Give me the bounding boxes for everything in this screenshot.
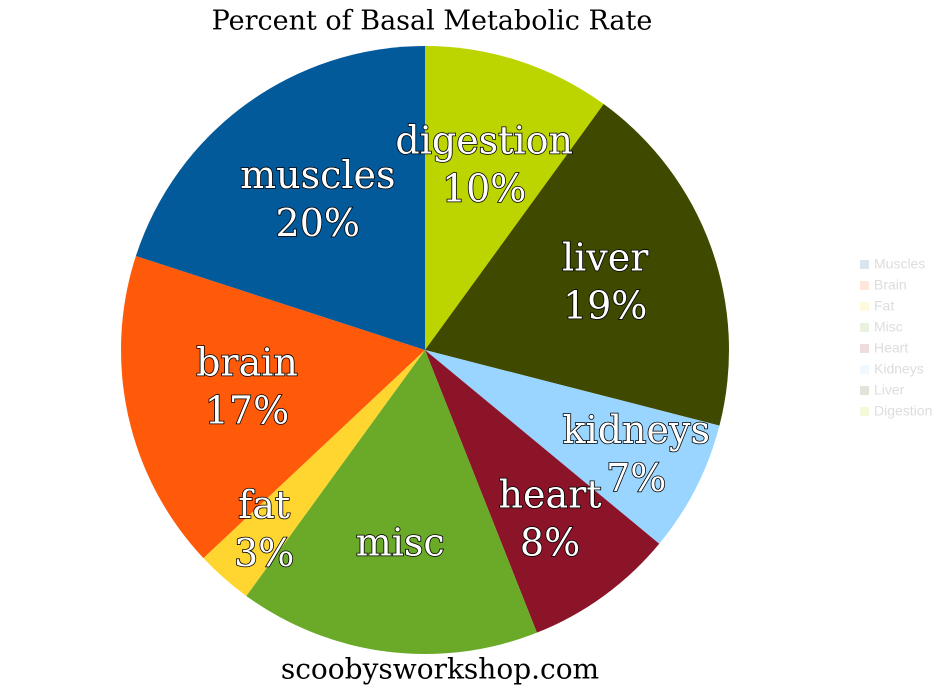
pie-slice bbox=[246, 350, 537, 655]
legend-label: Brain bbox=[874, 277, 907, 293]
legend-swatch bbox=[860, 344, 869, 353]
slice-label: heart bbox=[499, 473, 602, 517]
slice-value-label: 17% bbox=[205, 388, 289, 432]
slice-label: kidneys bbox=[563, 408, 710, 452]
slice-value-label: 3% bbox=[234, 531, 294, 575]
legend-swatch bbox=[860, 386, 869, 395]
slice-label: fat bbox=[238, 483, 290, 527]
slice-label: misc bbox=[356, 521, 445, 565]
slice-label: muscles bbox=[240, 153, 395, 197]
pie-slice bbox=[425, 46, 604, 350]
slice-label: brain bbox=[196, 340, 298, 384]
legend-swatch bbox=[860, 323, 869, 332]
slice-label: liver bbox=[562, 236, 649, 280]
legend-swatch bbox=[860, 281, 869, 290]
pie-slice bbox=[120, 256, 425, 559]
legend-label: Digestion bbox=[874, 403, 932, 419]
slice-label: digestion bbox=[395, 118, 573, 162]
legend-swatch bbox=[860, 302, 869, 311]
legend-label: Liver bbox=[874, 382, 905, 398]
legend-label: Muscles bbox=[874, 256, 925, 272]
pie-slice bbox=[425, 350, 660, 633]
pie-slice bbox=[135, 46, 425, 350]
legend-label: Fat bbox=[874, 298, 894, 314]
legend-label: Kidneys bbox=[874, 361, 924, 377]
legend-swatch bbox=[860, 260, 869, 269]
legend-swatch bbox=[860, 365, 869, 374]
legend-swatch bbox=[860, 407, 869, 416]
slice-value-label: 10% bbox=[442, 166, 526, 210]
slice-value-label: 20% bbox=[276, 201, 360, 245]
pie-slice bbox=[203, 350, 425, 596]
pie-slice bbox=[425, 104, 730, 426]
legend-label: Heart bbox=[874, 340, 908, 356]
pie-slice bbox=[425, 350, 720, 544]
slice-value-label: 7% bbox=[606, 456, 666, 500]
slice-value-label: 8% bbox=[520, 521, 580, 565]
footer: scoobysworkshop.com bbox=[281, 653, 599, 686]
slice-value-label: 19% bbox=[563, 284, 647, 328]
chart-title: Percent of Basal Metabolic Rate bbox=[212, 6, 653, 37]
legend-label: Misc bbox=[874, 319, 903, 335]
